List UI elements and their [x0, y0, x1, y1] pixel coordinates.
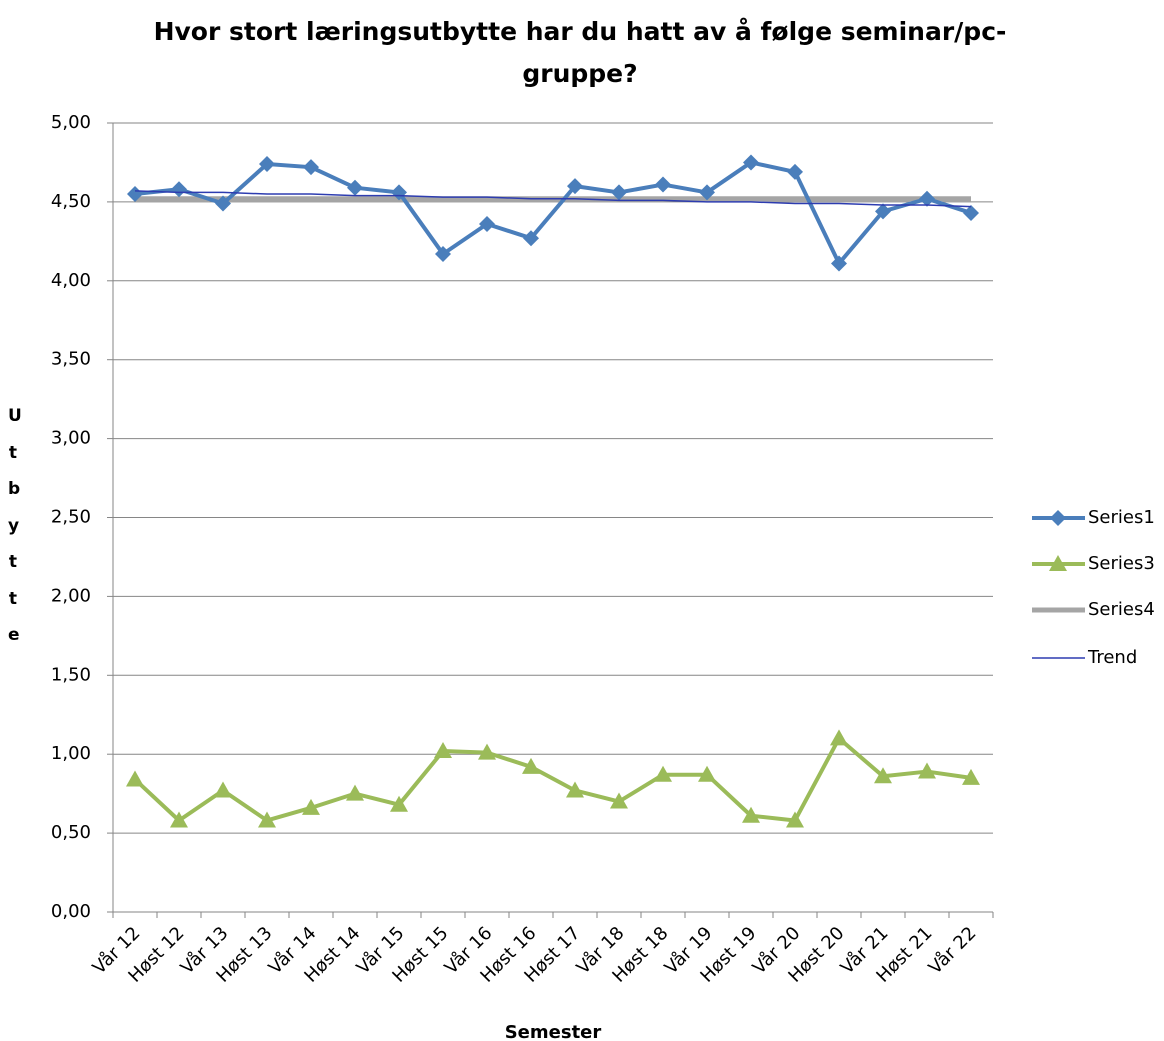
marker: [435, 245, 451, 262]
marker: [830, 729, 848, 746]
marker: [127, 186, 143, 203]
y-tick-label: 3,50: [51, 349, 91, 370]
marker: [303, 159, 319, 176]
marker: [743, 154, 759, 171]
y-tick-label: 0,00: [51, 901, 91, 922]
marker: [874, 767, 892, 784]
marker: [259, 156, 275, 173]
x-axis-label: Semester: [505, 1022, 602, 1041]
legend-label: Series3: [1088, 553, 1155, 574]
marker: [258, 811, 276, 828]
y-tick-label: 5,00: [51, 112, 91, 133]
marker: [390, 795, 408, 812]
marker: [302, 798, 320, 815]
marker: [787, 163, 803, 180]
y-tick-label: 3,00: [51, 428, 91, 449]
marker: [919, 190, 935, 207]
x-tick-label: Vår 22: [925, 923, 981, 979]
marker: [831, 255, 847, 272]
chart-title: Hvor stort læringsutbytte har du hatt av…: [154, 17, 1007, 46]
marker: [215, 195, 231, 212]
y-tick-label: 4,50: [51, 191, 91, 212]
marker: [171, 181, 187, 198]
series-line: [134, 190, 972, 208]
y-tick-label: 0,50: [51, 822, 91, 843]
y-tick-label: 4,00: [51, 270, 91, 291]
marker: [699, 184, 715, 201]
marker: [479, 215, 495, 232]
marker: [170, 811, 188, 828]
marker: [962, 768, 980, 785]
legend-label: Trend: [1087, 647, 1137, 668]
marker: [698, 765, 716, 782]
marker: [567, 178, 583, 195]
legend-marker: [1050, 510, 1066, 526]
y-axis-label: Utbytte: [8, 406, 22, 645]
marker: [655, 176, 671, 193]
marker: [523, 230, 539, 247]
marker: [478, 743, 496, 760]
marker: [611, 184, 627, 201]
series-line: [134, 160, 972, 266]
y-tick-label: 2,00: [51, 585, 91, 606]
y-tick-label: 1,00: [51, 743, 91, 764]
marker: [214, 781, 232, 798]
marker: [786, 811, 804, 828]
marker: [918, 762, 936, 779]
y-tick-label: 1,50: [51, 664, 91, 685]
series-line: [133, 736, 972, 823]
marker: [434, 742, 452, 759]
legend-marker: [1049, 555, 1067, 571]
marker: [566, 781, 584, 798]
marker: [126, 770, 144, 787]
marker: [522, 757, 540, 774]
marker: [963, 204, 979, 221]
marker: [346, 784, 364, 801]
marker: [610, 792, 628, 809]
marker: [742, 806, 760, 823]
y-tick-label: 2,50: [51, 507, 91, 528]
chart-title: gruppe?: [522, 59, 637, 88]
marker: [347, 179, 363, 196]
legend-label: Series1: [1088, 507, 1155, 528]
marker: [875, 203, 891, 220]
marker: [654, 765, 672, 782]
legend-label: Series4: [1088, 599, 1155, 620]
